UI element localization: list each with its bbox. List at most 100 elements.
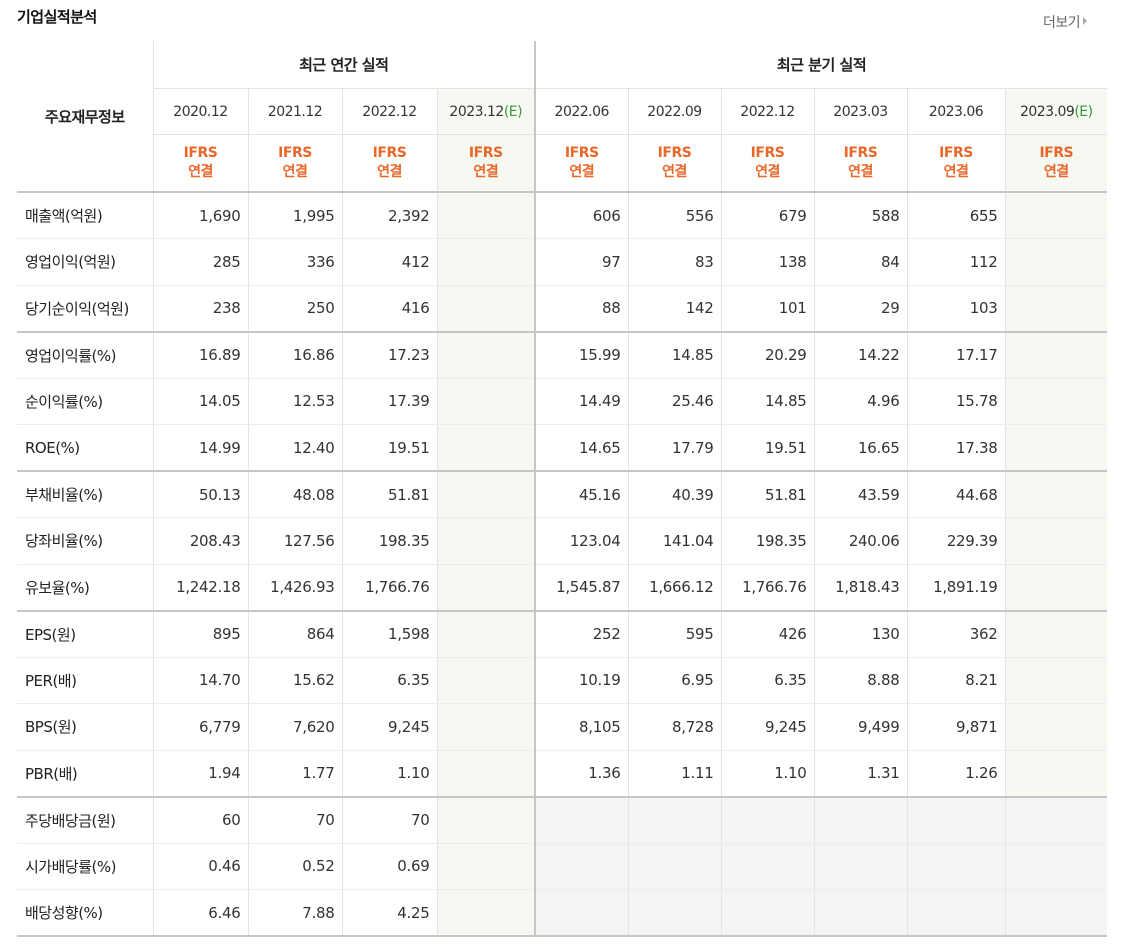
consolidated-label: 연결 xyxy=(569,164,595,180)
annual-cell: 238 xyxy=(152,285,248,333)
table-row: 유보율(%) 1,242.18 1,426.93 1,766.76 1,545.87 1,… xyxy=(17,564,1108,612)
quarter-cell: 8,728 xyxy=(627,703,721,751)
ifrs-badge: IFRS 연결 xyxy=(436,134,535,193)
table-row: 영업이익(억원) 285 336 412 97 83 138 84 112 xyxy=(17,238,1108,286)
annual-cell: 48.08 xyxy=(247,471,342,518)
quarter-cell: 25.46 xyxy=(627,378,721,425)
row-label: 배당성향(%) xyxy=(17,889,153,937)
quarter-cell xyxy=(1004,238,1108,286)
annual-cell: 0.52 xyxy=(247,843,342,890)
quarter-cell: 588 xyxy=(813,192,907,239)
annual-cell: 7,620 xyxy=(247,703,342,751)
quarter-cell xyxy=(1004,796,1108,844)
annual-cell: 1,242.18 xyxy=(152,564,248,612)
row-label: 부채비율(%) xyxy=(17,471,153,518)
quarter-cell xyxy=(1004,610,1108,658)
consolidated-label: 연결 xyxy=(662,164,687,180)
quarter-cell: 138 xyxy=(720,238,814,286)
row-label: PER(배) xyxy=(17,657,153,704)
ifrs-label: IFRS xyxy=(939,145,973,161)
quarter-cell xyxy=(906,889,1005,937)
annual-cell: 2,392 xyxy=(341,192,437,239)
quarter-cell: 426 xyxy=(720,610,814,658)
annual-cell: 0.69 xyxy=(341,843,437,890)
quarter-cell: 9,245 xyxy=(720,703,814,751)
quarter-cell xyxy=(813,889,907,937)
annual-cell xyxy=(436,657,535,704)
quarter-cell: 14.49 xyxy=(534,378,628,425)
row-label: 매출액(억원) xyxy=(17,192,153,239)
estimate-marker: (E) xyxy=(1074,103,1093,120)
quarter-cell: 15.78 xyxy=(906,378,1005,425)
quarter-cell: 606 xyxy=(534,192,628,239)
period-header: 2022.12 xyxy=(341,88,437,135)
consolidated-label: 연결 xyxy=(377,164,402,180)
quarter-cell: 51.81 xyxy=(720,471,814,518)
annual-cell: 285 xyxy=(152,238,248,286)
table-row: PER(배) 14.70 15.62 6.35 10.19 6.95 6.35 8.88 8.2… xyxy=(17,657,1108,704)
quarter-cell: 1.10 xyxy=(720,750,814,798)
quarter-cell: 14.85 xyxy=(627,331,721,379)
annual-cell xyxy=(436,796,535,844)
section-title: 기업실적분석 xyxy=(17,8,97,26)
consolidated-label: 연결 xyxy=(755,164,780,180)
quarter-cell xyxy=(627,889,721,937)
quarter-cell xyxy=(1004,285,1108,333)
consolidated-label: 연결 xyxy=(943,164,969,180)
annual-cell: 17.23 xyxy=(341,331,437,379)
quarter-cell xyxy=(720,843,814,890)
quarter-cell xyxy=(1004,750,1108,798)
row-label: 유보율(%) xyxy=(17,564,153,612)
quarter-cell xyxy=(906,796,1005,844)
quarter-cell: 19.51 xyxy=(720,424,814,472)
ifrs-badge: IFRS 연결 xyxy=(720,134,814,193)
quarter-cell xyxy=(534,796,628,844)
annual-cell: 198.35 xyxy=(341,517,437,565)
quarter-cell xyxy=(1004,471,1108,518)
quarter-cell: 14.22 xyxy=(813,331,907,379)
quarter-cell: 1,545.87 xyxy=(534,564,628,612)
quarter-cell xyxy=(813,843,907,890)
annual-cell: 4.25 xyxy=(341,889,437,937)
period-header: 2021.12 xyxy=(247,88,342,135)
annual-cell: 12.53 xyxy=(247,378,342,425)
annual-cell: 17.39 xyxy=(341,378,437,425)
annual-cell: 1.77 xyxy=(247,750,342,798)
annual-cell: 1,598 xyxy=(341,610,437,658)
row-label: 영업이익(억원) xyxy=(17,238,153,286)
quarter-cell: 16.65 xyxy=(813,424,907,472)
quarter-cell: 4.96 xyxy=(813,378,907,425)
period-date: 2022.06 xyxy=(554,103,610,120)
ifrs-label: IFRS xyxy=(278,145,312,161)
annual-cell xyxy=(436,471,535,518)
annual-cell: 412 xyxy=(341,238,437,286)
annual-cell: 416 xyxy=(341,285,437,333)
table-row: 배당성향(%) 6.46 7.88 4.25 xyxy=(17,889,1108,937)
quarter-cell: 15.99 xyxy=(534,331,628,379)
more-link[interactable]: 더보기 xyxy=(1043,12,1088,32)
annual-cell: 14.05 xyxy=(152,378,248,425)
annual-cell: 15.62 xyxy=(247,657,342,704)
period-date: 2022.09 xyxy=(647,103,702,120)
quarter-cell: 1,666.12 xyxy=(627,564,721,612)
annual-cell: 127.56 xyxy=(247,517,342,565)
annual-group-header: 최근 연간 실적 xyxy=(152,41,535,89)
quarter-cell: 10.19 xyxy=(534,657,628,704)
consolidated-label: 연결 xyxy=(473,164,499,180)
quarter-cell: 9,499 xyxy=(813,703,907,751)
annual-cell: 16.89 xyxy=(152,331,248,379)
quarter-cell: 123.04 xyxy=(534,517,628,565)
annual-cell: 60 xyxy=(152,796,248,844)
period-header: 2022.12 xyxy=(720,88,814,135)
quarter-cell: 1,818.43 xyxy=(813,564,907,612)
ifrs-label: IFRS xyxy=(468,145,503,161)
annual-cell xyxy=(436,517,535,565)
consolidated-label: 연결 xyxy=(848,164,873,180)
quarter-cell: 1.26 xyxy=(906,750,1005,798)
quarter-cell: 362 xyxy=(906,610,1005,658)
table-body: 매출액(억원) 1,690 1,995 2,392 606 556 679 588 655 영업이… xyxy=(17,192,1108,937)
financial-table: 주요재무정보 최근 연간 실적 최근 분기 실적 2020.12 2021.12 2… xyxy=(17,41,1108,937)
quarter-cell: 44.68 xyxy=(906,471,1005,518)
table-row: PBR(배) 1.94 1.77 1.10 1.36 1.11 1.10 1.31 1.26 xyxy=(17,750,1108,798)
quarter-cell xyxy=(1004,331,1108,379)
